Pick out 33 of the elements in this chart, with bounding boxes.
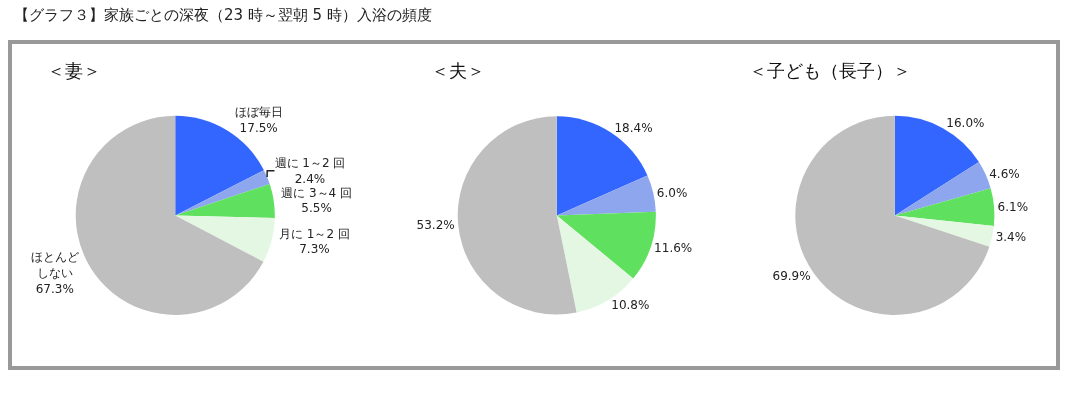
pie-slice: [556, 175, 656, 216]
data-label: 10.8%: [611, 298, 650, 313]
pie-slice: [894, 215, 994, 247]
slice-label: 週に 3～4 回: [281, 185, 353, 200]
data-label: 4.6%: [989, 166, 1020, 181]
chart-title: ＜妻＞: [47, 60, 101, 81]
pie-slice: [175, 170, 270, 216]
data-label: 7.3%: [299, 242, 330, 257]
data-label: 6.1%: [997, 199, 1029, 214]
slice-label: 週に 1～2 回: [274, 156, 346, 171]
data-label: 3.4%: [995, 229, 1027, 244]
text: 【グラフ３】家族ごとの深夜（23 時～翌朝 5 時）入浴の頻度: [14, 6, 432, 25]
pie-slice: [175, 184, 275, 218]
slice-label: ほとんどしない: [30, 250, 79, 280]
data-label: 2.4%: [294, 171, 326, 186]
slice-label: ほぼ毎日: [234, 104, 283, 119]
data-label: 18.4%: [614, 120, 653, 135]
data-label: 17.5%: [239, 120, 278, 135]
chart-title: ＜子ども（長子）＞: [749, 60, 911, 81]
data-label: 6.0%: [656, 185, 688, 200]
slice-label: 月に 1～2 回: [279, 226, 350, 241]
data-label: 11.6%: [654, 240, 693, 255]
pie-slice: [894, 162, 991, 216]
chart-title: ＜夫＞: [431, 60, 485, 81]
pie-slice: [175, 215, 275, 262]
data-label: 67.3%: [35, 281, 74, 296]
data-label: 5.5%: [301, 201, 332, 216]
data-label: 53.2%: [416, 218, 455, 233]
data-label: 69.9%: [772, 269, 811, 284]
pie-slice: [894, 188, 995, 227]
pie-slice: [556, 211, 656, 279]
pie-slice: [457, 116, 577, 315]
data-label: 16.0%: [946, 115, 985, 130]
